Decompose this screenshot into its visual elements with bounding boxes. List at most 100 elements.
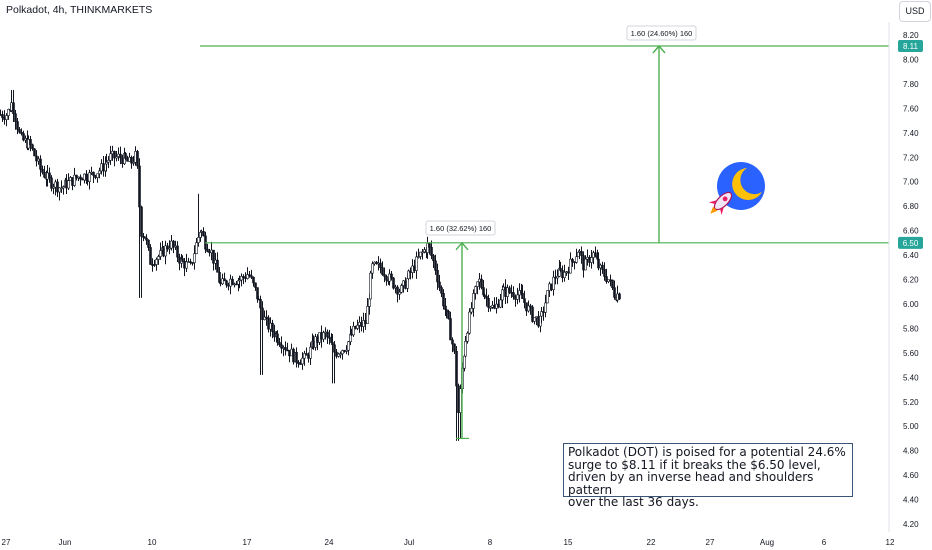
candle-body (113, 150, 116, 159)
price-level-label: 6.50 (903, 239, 919, 248)
candle-body (132, 162, 135, 164)
candle-body (75, 174, 78, 179)
candle-body (5, 115, 8, 120)
candle-body (421, 251, 424, 254)
candle-body (229, 278, 232, 287)
candle-body (77, 176, 80, 179)
candle-body (105, 161, 108, 165)
candle-body (611, 279, 614, 289)
candle-body (276, 333, 279, 343)
candle-body (35, 155, 38, 162)
candle-body (337, 353, 340, 357)
candle-body (181, 258, 184, 262)
candle-body (442, 292, 445, 307)
candle-body (379, 262, 382, 268)
candle-body (41, 168, 44, 173)
candle-body (155, 259, 158, 265)
candle-body (130, 156, 133, 164)
candle-body (187, 261, 190, 263)
price-tick-label: 6.40 (903, 251, 919, 260)
candle-body (3, 117, 6, 120)
candle-body (512, 292, 515, 298)
candle-body (147, 239, 150, 248)
candle-body (119, 153, 122, 159)
candle-body (197, 237, 200, 243)
candle-body (396, 286, 399, 295)
candle-body (164, 245, 167, 257)
price-tick-label: 5.40 (903, 373, 919, 382)
candle-body (603, 269, 606, 277)
candle-body (447, 310, 450, 319)
candle-body (206, 248, 209, 252)
measure-label-box (425, 220, 496, 236)
candle-body (328, 336, 331, 339)
price-tick-label: 7.00 (903, 178, 919, 187)
candle-body (419, 251, 422, 257)
candle-body (48, 172, 51, 179)
candle-body (109, 153, 112, 161)
candle-body (83, 173, 86, 181)
candle-body (432, 255, 435, 262)
candle-body (331, 342, 334, 346)
time-tick-label: 24 (325, 538, 334, 547)
price-axis[interactable]: 8.20 8.00 7.80 7.60 7.40 7.20 7.00 6.80 6.60 6.40… (888, 22, 919, 532)
candle-body (157, 256, 160, 260)
annotation-note[interactable]: Polkadot (DOT) is poised for a potential… (563, 443, 853, 508)
time-tick-label: 22 (647, 538, 656, 547)
candle-body (428, 243, 431, 248)
candle-body (96, 173, 99, 178)
candle-body (69, 177, 72, 182)
candle-body (455, 350, 458, 387)
candle-body (33, 148, 36, 157)
price-tick-label: 4.20 (903, 520, 919, 529)
candle-body (501, 289, 504, 301)
candle-body (333, 344, 336, 353)
candle-body (385, 276, 388, 281)
time-tick-label: 27 (706, 538, 715, 547)
price-tick-label: 6.80 (903, 202, 919, 211)
candle-body (556, 276, 559, 279)
price-tick-label: 6.60 (903, 227, 919, 236)
candle-body (280, 344, 283, 349)
time-tick-label: 17 (243, 538, 252, 547)
time-tick-label: Aug (760, 538, 774, 547)
candle-body (174, 245, 177, 248)
time-axis[interactable]: 27 Jun 10 17 24 Jul 8 15 22 27 Aug 6 12 (2, 538, 895, 547)
candle-body (14, 113, 17, 122)
candle-body (476, 281, 479, 287)
candle-body (580, 251, 583, 256)
candle-body (227, 284, 230, 287)
candle-body (499, 299, 502, 308)
time-tick-label: 12 (886, 538, 895, 547)
candle-body (438, 281, 441, 288)
currency-button[interactable]: USD (899, 1, 931, 22)
candle-body (149, 247, 152, 265)
measure-tools[interactable]: 1.60 (24.60%) 160 1.60 (32.62%) 160 (425, 25, 697, 440)
candle-body (489, 307, 492, 309)
candle-body (67, 180, 70, 189)
price-level-badge (898, 40, 923, 53)
candle-body (271, 322, 274, 332)
price-tick-label: 8.20 (903, 31, 919, 40)
candle-body (31, 144, 34, 150)
price-tick-label: 6.20 (903, 276, 919, 285)
price-tick-label: 5.00 (903, 422, 919, 431)
candle-body (339, 353, 342, 356)
candle-body (90, 171, 93, 174)
candle-body (371, 263, 374, 274)
candle-body (195, 242, 198, 254)
candle-body (235, 283, 238, 286)
candle-body (390, 273, 393, 279)
candle-body (88, 172, 91, 182)
candle-body (618, 293, 621, 300)
measure-label-box (626, 25, 697, 41)
time-tick-label: Jun (59, 538, 72, 547)
candle-body (487, 297, 490, 308)
candle-body (221, 278, 224, 285)
candle-body (22, 133, 25, 141)
candle-body (463, 355, 466, 369)
candle-body (246, 274, 249, 279)
price-tick-label: 4.60 (903, 471, 919, 480)
candle-body (483, 294, 486, 297)
